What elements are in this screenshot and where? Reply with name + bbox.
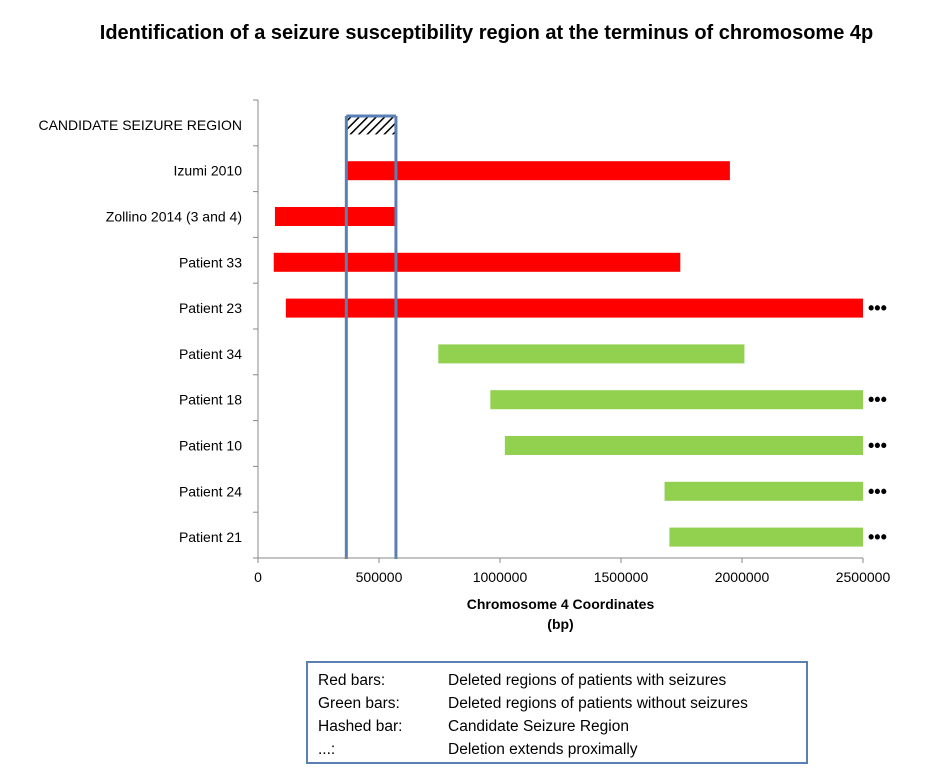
x-axis-title: (bp): [547, 616, 573, 632]
range-bar: [285, 298, 864, 318]
range-bar: [490, 390, 863, 410]
legend-desc: Deleted regions of patients without seiz…: [448, 695, 748, 712]
category-label: Zollino 2014 (3 and 4): [106, 209, 242, 225]
x-tick-label: 1500000: [594, 569, 649, 585]
legend-row: Hashed bar: Candidate Seizure Region: [318, 715, 796, 738]
range-bar: [346, 161, 730, 181]
x-axis-title: Chromosome 4 Coordinates: [467, 596, 655, 612]
category-label: Patient 21: [179, 529, 242, 545]
legend: Red bars: Deleted regions of patients wi…: [306, 661, 808, 764]
category-label: Patient 23: [179, 300, 242, 316]
legend-key: Red bars:: [318, 672, 386, 689]
extends-proximally-marker: •••: [868, 527, 887, 547]
category-label: Patient 24: [179, 483, 242, 499]
range-bar: [273, 252, 681, 272]
category-label: Patient 33: [179, 254, 242, 270]
extends-proximally-marker: •••: [868, 436, 887, 456]
legend-key: Hashed bar:: [318, 718, 403, 735]
x-tick-label: 2500000: [836, 569, 891, 585]
x-tick-label: 0: [254, 569, 262, 585]
x-tick-label: 2000000: [715, 569, 770, 585]
extends-proximally-marker: •••: [868, 481, 887, 501]
legend-desc: Deleted regions of patients with seizure…: [448, 672, 727, 689]
range-bar: [438, 344, 745, 364]
legend-row: ...: Deletion extends proximally: [318, 738, 796, 761]
legend-key: Green bars:: [318, 695, 400, 712]
category-label: CANDIDATE SEIZURE REGION: [38, 117, 242, 133]
legend-row: Red bars: Deleted regions of patients wi…: [318, 669, 796, 692]
category-label: Patient 34: [179, 346, 242, 362]
legend-desc: Deletion extends proximally: [448, 741, 638, 758]
range-bar: [504, 436, 863, 455]
extends-proximally-marker: •••: [868, 390, 887, 410]
legend-desc: Candidate Seizure Region: [448, 718, 629, 735]
category-label: Patient 18: [179, 392, 242, 408]
range-bar: [664, 481, 863, 501]
legend-row: Green bars: Deleted regions of patients …: [318, 692, 796, 715]
extends-proximally-marker: •••: [868, 298, 887, 318]
category-label: Izumi 2010: [174, 163, 243, 179]
range-bar-chart: CANDIDATE SEIZURE REGION Izumi 2010 Zollin…: [38, 99, 891, 632]
category-label: Patient 10: [179, 438, 242, 454]
legend-key: ...:: [318, 741, 336, 758]
chart-title: Identification of a seizure susceptibili…: [99, 22, 874, 44]
x-tick-label: 1000000: [473, 569, 528, 585]
range-bar: [274, 207, 395, 226]
candidate-region-bar: [346, 115, 395, 135]
range-bar: [669, 527, 863, 547]
x-tick-label: 500000: [356, 569, 403, 585]
